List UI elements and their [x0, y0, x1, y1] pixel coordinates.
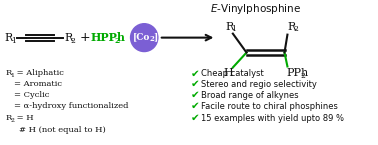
Text: R: R: [6, 69, 12, 77]
Text: PPh: PPh: [287, 68, 309, 78]
Text: 2: 2: [300, 72, 305, 80]
Circle shape: [130, 24, 158, 51]
Text: = H: = H: [14, 114, 33, 122]
Text: R: R: [5, 33, 13, 43]
Text: +: +: [80, 31, 90, 44]
Text: ✔: ✔: [191, 68, 200, 78]
Text: [Co: [Co: [133, 32, 150, 41]
Text: R: R: [6, 114, 12, 122]
Text: ✔: ✔: [191, 90, 200, 100]
Text: ✔: ✔: [191, 101, 200, 111]
Text: 1: 1: [11, 37, 15, 45]
Text: R: R: [225, 22, 233, 32]
Text: H: H: [223, 68, 233, 78]
Text: 1: 1: [231, 25, 236, 33]
Text: ]: ]: [153, 32, 157, 41]
Text: 2: 2: [70, 37, 75, 45]
Text: ✔: ✔: [191, 79, 200, 89]
Text: ✔: ✔: [191, 113, 200, 123]
Text: = Aromatic: = Aromatic: [14, 80, 62, 88]
Text: $\it{E}$-Vinylphosphine: $\it{E}$-Vinylphosphine: [210, 2, 301, 16]
Text: # H (not equal to H): # H (not equal to H): [20, 126, 106, 134]
Text: 1: 1: [11, 73, 15, 78]
Text: Stereo and regio selectivity: Stereo and regio selectivity: [201, 80, 317, 89]
Text: 2: 2: [294, 25, 299, 33]
Text: = Aliphatic: = Aliphatic: [14, 69, 64, 77]
Text: HPPh: HPPh: [91, 32, 125, 43]
Text: 2: 2: [149, 35, 154, 43]
Text: Facile route to chiral phosphines: Facile route to chiral phosphines: [201, 102, 338, 111]
Text: 2: 2: [11, 118, 15, 123]
Text: = Cyclic: = Cyclic: [14, 91, 49, 99]
Text: R: R: [287, 22, 296, 32]
Text: 15 examples with yield upto 89 %: 15 examples with yield upto 89 %: [201, 114, 344, 123]
Text: Broad range of alkynes: Broad range of alkynes: [201, 91, 298, 100]
Text: Cheap catalyst: Cheap catalyst: [201, 69, 263, 78]
Text: 2: 2: [114, 37, 119, 45]
Text: R: R: [64, 33, 73, 43]
Text: = α-hydroxy functionalized: = α-hydroxy functionalized: [14, 102, 128, 110]
